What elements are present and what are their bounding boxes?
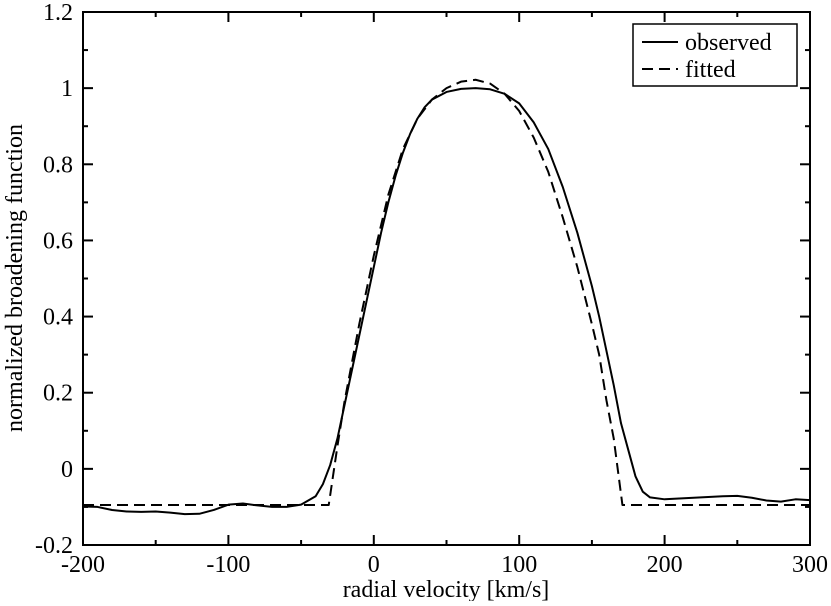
legend-label-observed: observed (685, 30, 772, 56)
series-line-observed (82, 87, 811, 516)
legend-label-fitted: fitted (685, 57, 736, 83)
y-tick-label: 0.8 (43, 152, 73, 178)
x-tick-label: 200 (647, 552, 683, 578)
series-line-fitted (83, 78, 810, 507)
y-tick-label: -0.2 (35, 533, 73, 559)
legend-box (632, 23, 798, 87)
y-tick-label: 0.2 (43, 381, 73, 407)
axis-ticks (82, 11, 811, 546)
x-axis-title: radial velocity [km/s] (343, 577, 550, 601)
y-tick-label: 0 (61, 457, 73, 483)
x-tick-label: -100 (206, 552, 250, 578)
legend: observed fitted (632, 23, 798, 87)
axis-tick-labels: -200 -100 0 100 200 300 -0.2 0 0.2 0.4 0.6 0.8 1 1.2 (35, 0, 828, 578)
x-tick-label: -200 (61, 552, 105, 578)
y-tick-label: 0.6 (43, 228, 73, 254)
y-tick-label: 1 (61, 76, 73, 102)
y-tick-label: 0.4 (43, 305, 73, 331)
y-axis-title: normalized broadening function (2, 124, 28, 432)
x-tick-label: 0 (368, 552, 380, 578)
y-tick-label: 1.2 (43, 0, 73, 26)
x-tick-label: 100 (501, 552, 537, 578)
series-layer (82, 78, 811, 516)
x-tick-label: 300 (792, 552, 828, 578)
